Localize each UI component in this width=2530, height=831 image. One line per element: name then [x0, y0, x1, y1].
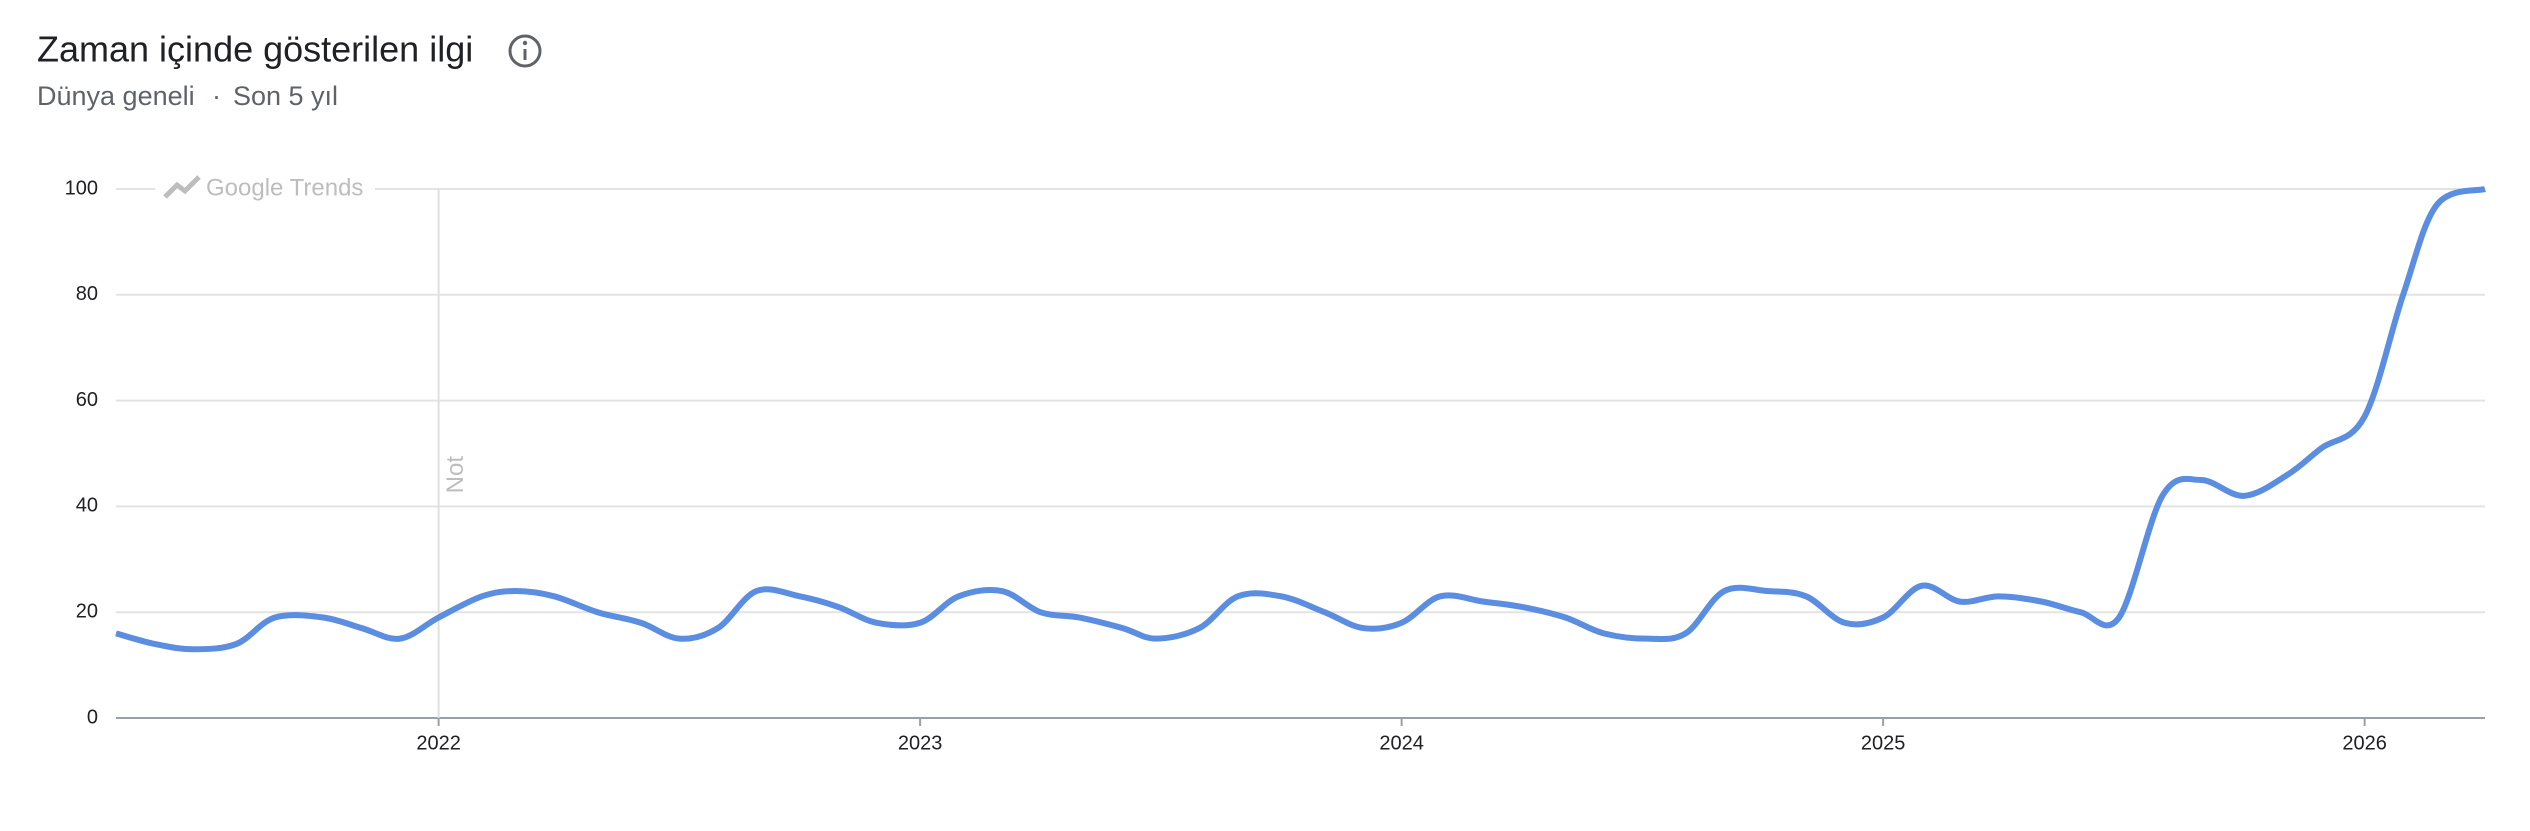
y-tick-label: 40	[76, 495, 98, 517]
annotation: Not	[442, 456, 469, 494]
watermark: Google Trends	[206, 174, 363, 201]
y-tick-label: 0	[87, 706, 98, 728]
x-tick-label: 2022	[416, 732, 461, 754]
y-tick-label: 60	[76, 389, 98, 411]
x-tick-label: 2026	[2342, 732, 2387, 754]
trend-line	[115, 186, 2486, 653]
info-icon[interactable]	[508, 34, 542, 68]
x-tick-label: 2024	[1379, 732, 1424, 754]
separator: ·	[212, 81, 221, 111]
watermark-bg	[155, 173, 375, 205]
watermark-icon	[163, 175, 201, 199]
y-tick-label: 20	[76, 600, 98, 622]
x-tick-label: 2023	[898, 732, 943, 754]
region: Dünya geneli	[37, 81, 195, 111]
y-tick-label: 80	[76, 283, 98, 305]
y-tick-label: 100	[65, 177, 98, 199]
x-tick-label: 2025	[1861, 732, 1906, 754]
title: Zaman içinde gösterilen ilgi	[37, 29, 473, 70]
period: Son 5 yıl	[233, 81, 338, 111]
